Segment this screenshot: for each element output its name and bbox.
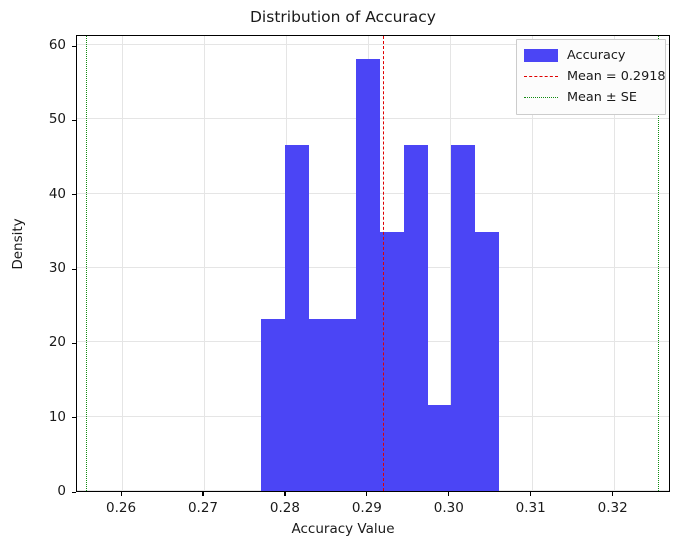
chart-title: Distribution of Accuracy [250,8,436,26]
y-tick-label: 50 [48,111,66,128]
histogram-bar [285,145,309,491]
se-lower-line [86,36,87,491]
gridline-vertical [531,36,533,491]
x-tick-mark [284,492,286,496]
histogram-bar [380,231,404,491]
legend-item: Accuracy [524,45,658,66]
chart-legend: Accuracy Mean = 0.2918 Mean ± SE [516,39,666,115]
x-axis-label: Accuracy Value [291,521,395,537]
histogram-bar [427,404,452,491]
histogram-bar [403,145,428,491]
x-tick-mark [366,492,368,496]
legend-marker [524,70,558,84]
x-tick-label: 0.32 [597,500,628,516]
se-upper-line [657,36,659,491]
y-tick-mark [72,194,76,196]
mean-line [382,36,384,491]
y-axis-label: Density [10,218,26,270]
gridline-horizontal [77,44,669,46]
x-tick-label: 0.29 [351,500,382,516]
legend-item: Mean ± SE [524,87,658,108]
x-tick-mark [530,492,532,496]
x-tick-mark [120,492,122,496]
x-tick-mark [202,492,204,496]
legend-marker [524,48,558,63]
histogram-bar [356,59,381,491]
histogram-bar [475,231,499,491]
y-tick-mark [72,45,76,47]
legend-label: Accuracy [567,48,626,63]
y-tick-label: 40 [48,185,66,202]
gridline-vertical [613,36,615,491]
y-tick-mark [72,268,76,270]
x-tick-label: 0.31 [515,500,546,516]
y-tick-mark [72,119,76,122]
y-tick-label: 20 [48,334,66,351]
x-tick-label: 0.26 [106,500,137,516]
x-tick-mark [612,492,614,496]
y-tick-mark [72,491,76,493]
gridline-vertical [203,36,205,491]
legend-label: Mean ± SE [567,90,637,105]
legend-marker [524,91,558,105]
y-tick-label: 60 [48,37,66,54]
legend-item: Mean = 0.2918 [524,66,666,87]
histogram-bar [451,145,476,491]
y-tick-mark [72,342,76,344]
gridline-vertical [122,36,124,491]
histogram-bar [308,318,333,491]
histogram-bar [261,318,286,491]
y-tick-label: 0 [57,483,66,499]
y-tick-label: 30 [48,260,66,277]
gridline-vertical [449,36,451,491]
plot-clip [77,36,669,491]
y-tick-mark [72,417,76,419]
x-tick-mark [448,492,450,496]
x-tick-label: 0.28 [269,500,300,516]
legend-label: Mean = 0.2918 [567,69,666,84]
x-tick-label: 0.27 [187,500,219,516]
histogram-bar [332,318,357,491]
x-tick-label: 0.30 [433,500,464,516]
y-tick-label: 10 [48,408,66,425]
